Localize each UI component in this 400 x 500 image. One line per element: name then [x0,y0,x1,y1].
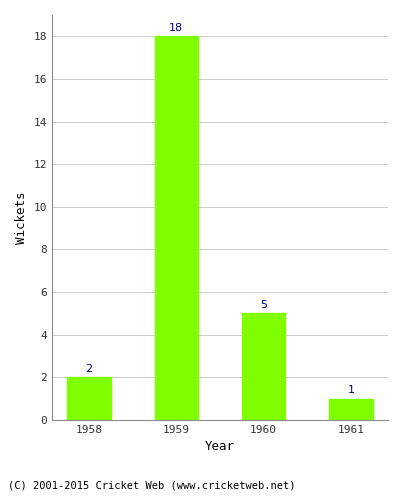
Text: 5: 5 [260,300,267,310]
Text: 18: 18 [169,23,184,33]
Y-axis label: Wickets: Wickets [15,191,28,244]
Bar [329,398,373,420]
Text: (C) 2001-2015 Cricket Web (www.cricketweb.net): (C) 2001-2015 Cricket Web (www.cricketwe… [8,480,296,490]
Text: 2: 2 [86,364,93,374]
Bar [242,314,286,420]
X-axis label: Year: Year [205,440,235,454]
Text: 1: 1 [348,386,354,396]
Bar [154,36,198,420]
Bar [67,378,111,420]
